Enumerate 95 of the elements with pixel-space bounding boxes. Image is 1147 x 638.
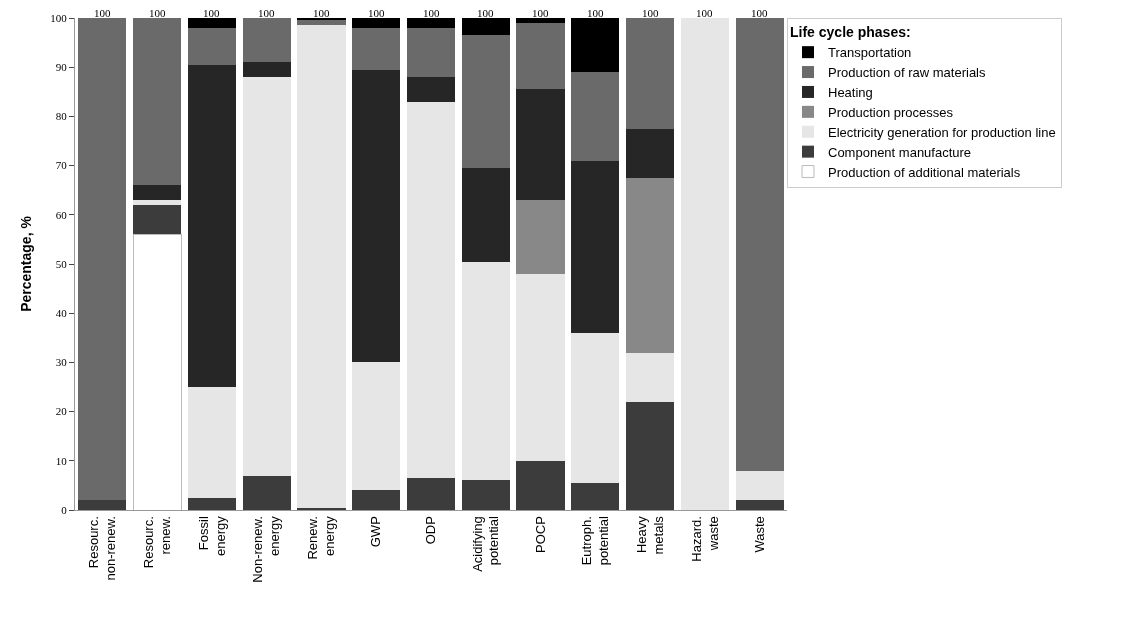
legend-label: Electricity generation for production line [828, 124, 1056, 140]
bar [187, 18, 237, 28]
x-tick-label: Resourc. non-renew. [86, 516, 119, 581]
bar [571, 332, 620, 483]
total-label: 100 [149, 7, 166, 19]
legend-label: Production of raw materials [828, 65, 987, 81]
total-label: 100 [587, 7, 604, 19]
x-tick-label: ODP [423, 516, 439, 545]
x-tick-label: Hazard. waste [688, 516, 721, 562]
y-tick-label: 20 [55, 405, 68, 418]
bar [133, 204, 182, 235]
legend-label: Production of additional materials [828, 164, 1021, 180]
bar [297, 20, 346, 26]
bar [516, 200, 565, 274]
bar [625, 18, 675, 129]
y-tick-label: 40 [55, 307, 68, 320]
bar [571, 18, 620, 73]
x-tick-label: GWP [368, 516, 384, 548]
y-axis-title: Percentage, % [17, 215, 34, 312]
total-label: 100 [94, 7, 111, 19]
legend-label: Component manufacture [828, 144, 972, 160]
bar [625, 401, 675, 510]
bar [516, 22, 565, 90]
total-label: 100 [258, 7, 275, 19]
bar [571, 160, 620, 333]
bar [132, 233, 182, 510]
x-tick-label: Eutroph. potential [579, 516, 611, 566]
y-tick-label: 30 [55, 356, 68, 369]
bar [187, 27, 237, 65]
bar [625, 352, 675, 402]
bar [133, 200, 182, 205]
total-label: 100 [532, 7, 549, 19]
total-label: 100 [368, 7, 385, 19]
bar [406, 478, 456, 510]
bar [461, 168, 510, 262]
bar [461, 18, 510, 36]
bar [406, 77, 456, 102]
total-label: 100 [313, 7, 330, 19]
bar [625, 177, 675, 353]
x-tick-label: Resourc. renew. [140, 516, 173, 569]
bar [352, 18, 401, 28]
bar [516, 18, 565, 23]
y-tick-label: 50 [55, 257, 68, 270]
bar [133, 185, 182, 201]
bar [516, 89, 565, 201]
y-tick-label: 90 [55, 61, 68, 74]
total-label: 100 [423, 7, 440, 19]
bar [516, 273, 565, 461]
bar [352, 490, 401, 510]
legend-title: Life cycle phases: [790, 24, 911, 41]
bar [242, 475, 291, 510]
legend-label: Production processes [828, 104, 954, 120]
bar [133, 18, 182, 186]
bar [187, 387, 237, 498]
bar [735, 18, 784, 471]
bar [571, 72, 620, 161]
bar [625, 128, 675, 178]
bar [461, 480, 510, 510]
legend-label: Transportation [828, 45, 912, 61]
y-tick-label: 80 [55, 110, 68, 123]
total-label: 100 [642, 7, 659, 19]
x-tick-label: Acidifying potential [469, 516, 502, 572]
bar [352, 69, 401, 363]
bar [461, 261, 510, 481]
bar [242, 77, 291, 476]
bar [242, 62, 291, 78]
total-label: 100 [477, 7, 494, 19]
legend-label: Heating [828, 85, 873, 101]
total-label: 100 [751, 7, 768, 19]
total-label: 100 [696, 7, 713, 19]
y-tick-label: 60 [55, 208, 68, 221]
bar [297, 25, 346, 508]
y-tick-label: 10 [55, 454, 68, 467]
bar [78, 500, 127, 510]
bar [680, 18, 729, 510]
bar [352, 27, 401, 70]
bar [516, 460, 565, 510]
bar [571, 482, 620, 510]
bar [461, 35, 510, 169]
y-tick-label: 0 [61, 503, 68, 516]
y-tick-label: 70 [55, 159, 68, 172]
bar [406, 27, 456, 78]
bar [735, 470, 784, 501]
x-tick-label: Waste [751, 516, 767, 553]
bar [78, 18, 127, 501]
y-tick-label: 100 [50, 11, 68, 24]
bar [242, 18, 291, 63]
bar [187, 64, 237, 387]
x-tick-label: POCP [532, 516, 548, 554]
bar [735, 500, 784, 510]
bar [406, 101, 456, 479]
bar [187, 497, 237, 510]
bar [352, 362, 401, 491]
bar [406, 18, 456, 28]
total-label: 100 [203, 7, 220, 19]
